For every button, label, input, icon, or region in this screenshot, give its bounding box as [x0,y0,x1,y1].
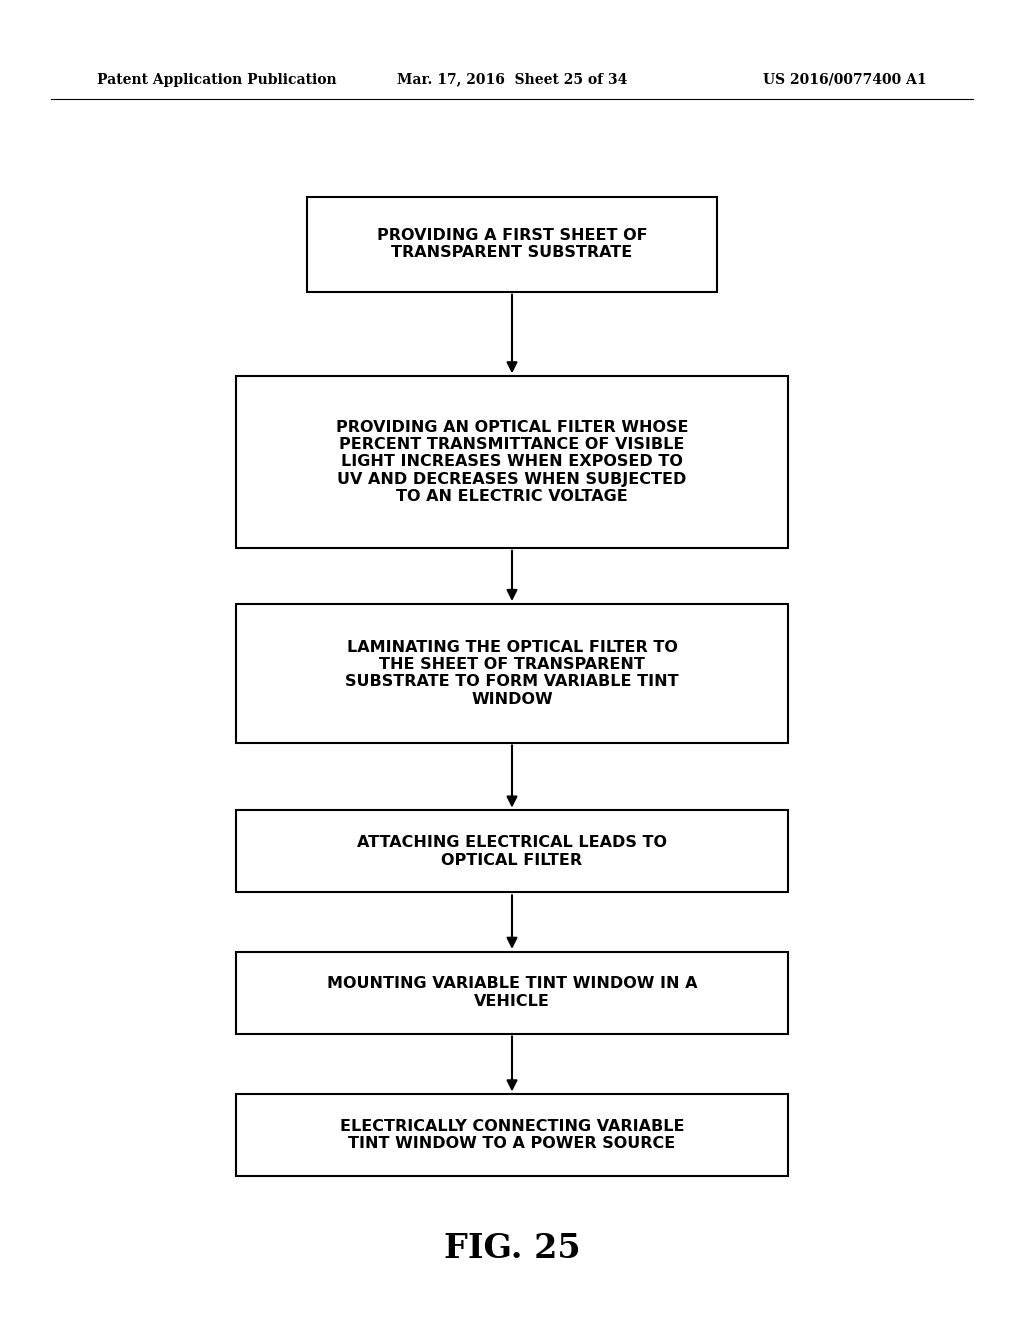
FancyBboxPatch shape [236,952,788,1034]
Text: Mar. 17, 2016  Sheet 25 of 34: Mar. 17, 2016 Sheet 25 of 34 [397,73,627,87]
Text: FIG. 25: FIG. 25 [443,1233,581,1265]
Text: PROVIDING AN OPTICAL FILTER WHOSE
PERCENT TRANSMITTANCE OF VISIBLE
LIGHT INCREAS: PROVIDING AN OPTICAL FILTER WHOSE PERCEN… [336,420,688,504]
FancyBboxPatch shape [307,197,717,292]
FancyBboxPatch shape [236,810,788,892]
Text: PROVIDING A FIRST SHEET OF
TRANSPARENT SUBSTRATE: PROVIDING A FIRST SHEET OF TRANSPARENT S… [377,228,647,260]
Text: US 2016/0077400 A1: US 2016/0077400 A1 [763,73,927,87]
Text: ELECTRICALLY CONNECTING VARIABLE
TINT WINDOW TO A POWER SOURCE: ELECTRICALLY CONNECTING VARIABLE TINT WI… [340,1119,684,1151]
Text: MOUNTING VARIABLE TINT WINDOW IN A
VEHICLE: MOUNTING VARIABLE TINT WINDOW IN A VEHIC… [327,977,697,1008]
Text: Patent Application Publication: Patent Application Publication [97,73,337,87]
FancyBboxPatch shape [236,1094,788,1176]
Text: LAMINATING THE OPTICAL FILTER TO
THE SHEET OF TRANSPARENT
SUBSTRATE TO FORM VARI: LAMINATING THE OPTICAL FILTER TO THE SHE… [345,640,679,706]
FancyBboxPatch shape [236,376,788,548]
Text: ATTACHING ELECTRICAL LEADS TO
OPTICAL FILTER: ATTACHING ELECTRICAL LEADS TO OPTICAL FI… [357,836,667,867]
FancyBboxPatch shape [236,605,788,742]
